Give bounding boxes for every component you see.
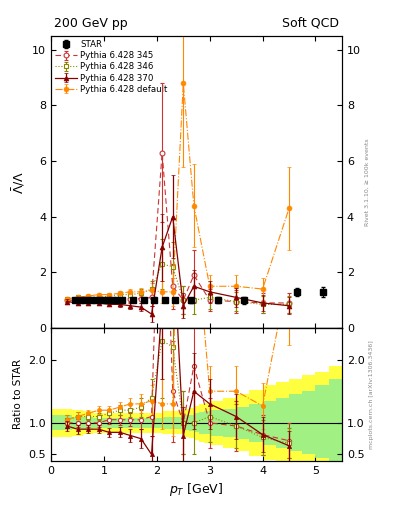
Text: 200 GeV pp: 200 GeV pp	[54, 17, 128, 30]
Y-axis label: $\bar{\Lambda}/\Lambda$: $\bar{\Lambda}/\Lambda$	[10, 170, 27, 194]
Y-axis label: Ratio to STAR: Ratio to STAR	[13, 359, 23, 430]
Text: Soft QCD: Soft QCD	[282, 17, 339, 30]
Legend: STAR, Pythia 6.428 345, Pythia 6.428 346, Pythia 6.428 370, Pythia 6.428 default: STAR, Pythia 6.428 345, Pythia 6.428 346…	[54, 38, 169, 95]
Y-axis label: Rivet 3.1.10, ≥ 100k events: Rivet 3.1.10, ≥ 100k events	[365, 138, 370, 226]
Y-axis label: mcplots.cern.ch [arXiv:1306.3436]: mcplots.cern.ch [arXiv:1306.3436]	[369, 340, 374, 449]
X-axis label: $p_T$ [GeV]: $p_T$ [GeV]	[169, 481, 224, 498]
